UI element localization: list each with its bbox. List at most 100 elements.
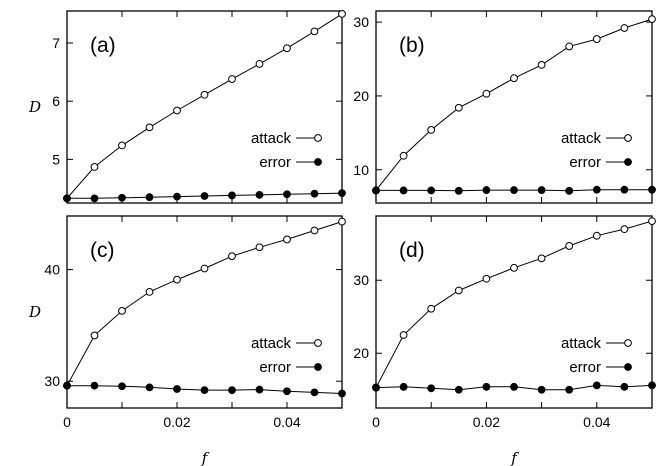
data-point-error [283, 387, 291, 396]
plot-frame [66, 215, 343, 409]
data-point-attack [255, 243, 264, 252]
data-point-attack [173, 106, 181, 115]
plot-frame [66, 10, 343, 204]
y-tick-label: 20 [353, 345, 369, 361]
data-point-attack [482, 89, 491, 98]
panel-label: (d) [399, 239, 425, 262]
data-point-attack [427, 125, 436, 134]
data-point-error [255, 190, 264, 199]
legend-label-attack: attack [561, 130, 602, 147]
legend-label-attack: attack [251, 335, 292, 352]
data-point-error [372, 186, 380, 195]
data-point-attack [565, 42, 574, 51]
y-tick-label: 5 [52, 151, 60, 167]
data-point-error [228, 386, 236, 395]
data-point-attack [454, 286, 463, 295]
data-point-attack [338, 10, 346, 18]
data-point-error [510, 382, 518, 391]
y-tick-label: 30 [353, 272, 369, 288]
data-point-error [399, 382, 408, 391]
data-point-attack [565, 242, 574, 250]
data-point-attack [118, 141, 126, 150]
data-point-error [118, 193, 126, 202]
panel-label: (c) [90, 239, 115, 262]
data-point-error [372, 383, 380, 392]
data-point-attack [310, 27, 319, 36]
data-point-error [63, 194, 71, 203]
data-point-error [310, 388, 319, 397]
data-point-error [620, 382, 629, 391]
data-point-attack [537, 254, 546, 263]
legend-marker-error [314, 158, 322, 166]
data-point-attack [228, 252, 236, 261]
data-point-error [338, 389, 346, 398]
data-point-attack [510, 74, 518, 83]
panel-label: (a) [90, 34, 116, 57]
data-point-error [173, 192, 181, 201]
data-point-attack [200, 264, 209, 273]
legend-label-error: error [259, 359, 291, 376]
y-tick-label: 30 [44, 373, 60, 389]
legend-marker-attack [314, 339, 322, 347]
legend-marker-error [624, 363, 632, 371]
y-tick-label: 7 [52, 35, 60, 51]
data-point-error [482, 186, 491, 194]
panel-3: 30 40 0 0.02 0.04 Df (c) attack error [28, 215, 346, 466]
data-point-error [145, 193, 154, 202]
data-point-error [620, 185, 629, 194]
data-point-error [565, 385, 574, 394]
x-axis-label: f [201, 449, 210, 466]
data-point-error [592, 381, 601, 390]
data-point-attack [399, 331, 408, 339]
data-point-error [90, 194, 99, 203]
legend-label-error: error [569, 154, 601, 171]
data-point-attack [537, 61, 546, 69]
data-point-attack [90, 163, 99, 171]
data-point-error [255, 385, 264, 394]
plot-frame [375, 10, 653, 204]
data-point-error [648, 381, 656, 390]
data-point-attack [648, 217, 656, 226]
data-point-error [427, 186, 436, 195]
x-axis-label: f [510, 449, 519, 466]
y-axis-label: D [28, 303, 41, 321]
data-point-error [482, 382, 491, 391]
data-point-attack [620, 24, 629, 32]
data-point-error [537, 385, 546, 394]
data-point-attack [90, 331, 99, 340]
data-point-error [454, 186, 463, 195]
data-point-attack [427, 304, 436, 313]
data-point-error [537, 186, 546, 194]
data-point-attack [338, 217, 346, 226]
data-point-error [200, 192, 209, 200]
data-point-error [200, 386, 209, 395]
legend-marker-error [314, 363, 322, 371]
data-point-error [565, 186, 574, 195]
data-point-attack [510, 263, 518, 272]
data-point-attack [399, 151, 408, 160]
data-point-attack [592, 231, 601, 240]
data-point-error [173, 385, 181, 393]
panel-4: 20 30 0 0.02 0.04 f (d) attack error [353, 215, 656, 466]
legend-label-error: error [569, 359, 601, 376]
data-point-attack [310, 226, 319, 235]
data-point-attack [592, 35, 601, 43]
data-point-error [338, 189, 346, 198]
data-point-attack [228, 75, 236, 83]
x-tick-label: 0.02 [473, 414, 500, 430]
data-point-attack [118, 306, 126, 315]
data-point-attack [648, 15, 656, 24]
legend-marker-attack [624, 134, 632, 142]
data-point-attack [454, 103, 463, 112]
y-tick-label: 30 [353, 14, 369, 30]
panel-label: (b) [399, 34, 425, 57]
legend-label-error: error [259, 154, 291, 171]
legend-label-attack: attack [251, 130, 292, 147]
x-tick-label: 0.04 [583, 414, 610, 430]
legend-marker-error [624, 158, 632, 166]
y-tick-label: 40 [44, 262, 60, 278]
data-point-error [399, 186, 408, 195]
data-point-attack [283, 235, 291, 244]
data-point-error [510, 186, 518, 194]
